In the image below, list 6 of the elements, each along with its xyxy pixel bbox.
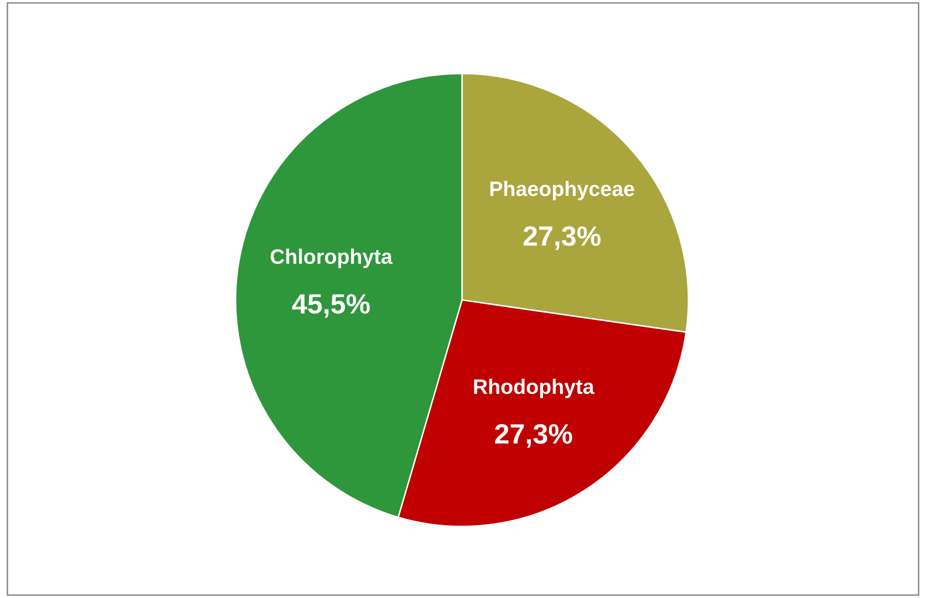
data-label: 27,3% xyxy=(495,424,572,448)
slice-label: Rhodophyta xyxy=(474,378,594,398)
data-label: 45,5% xyxy=(292,294,370,318)
slice-label: Chlorophyta xyxy=(270,248,393,268)
slice-label: Phaeophyceae xyxy=(490,180,634,200)
data-label: 27,3% xyxy=(524,226,601,250)
